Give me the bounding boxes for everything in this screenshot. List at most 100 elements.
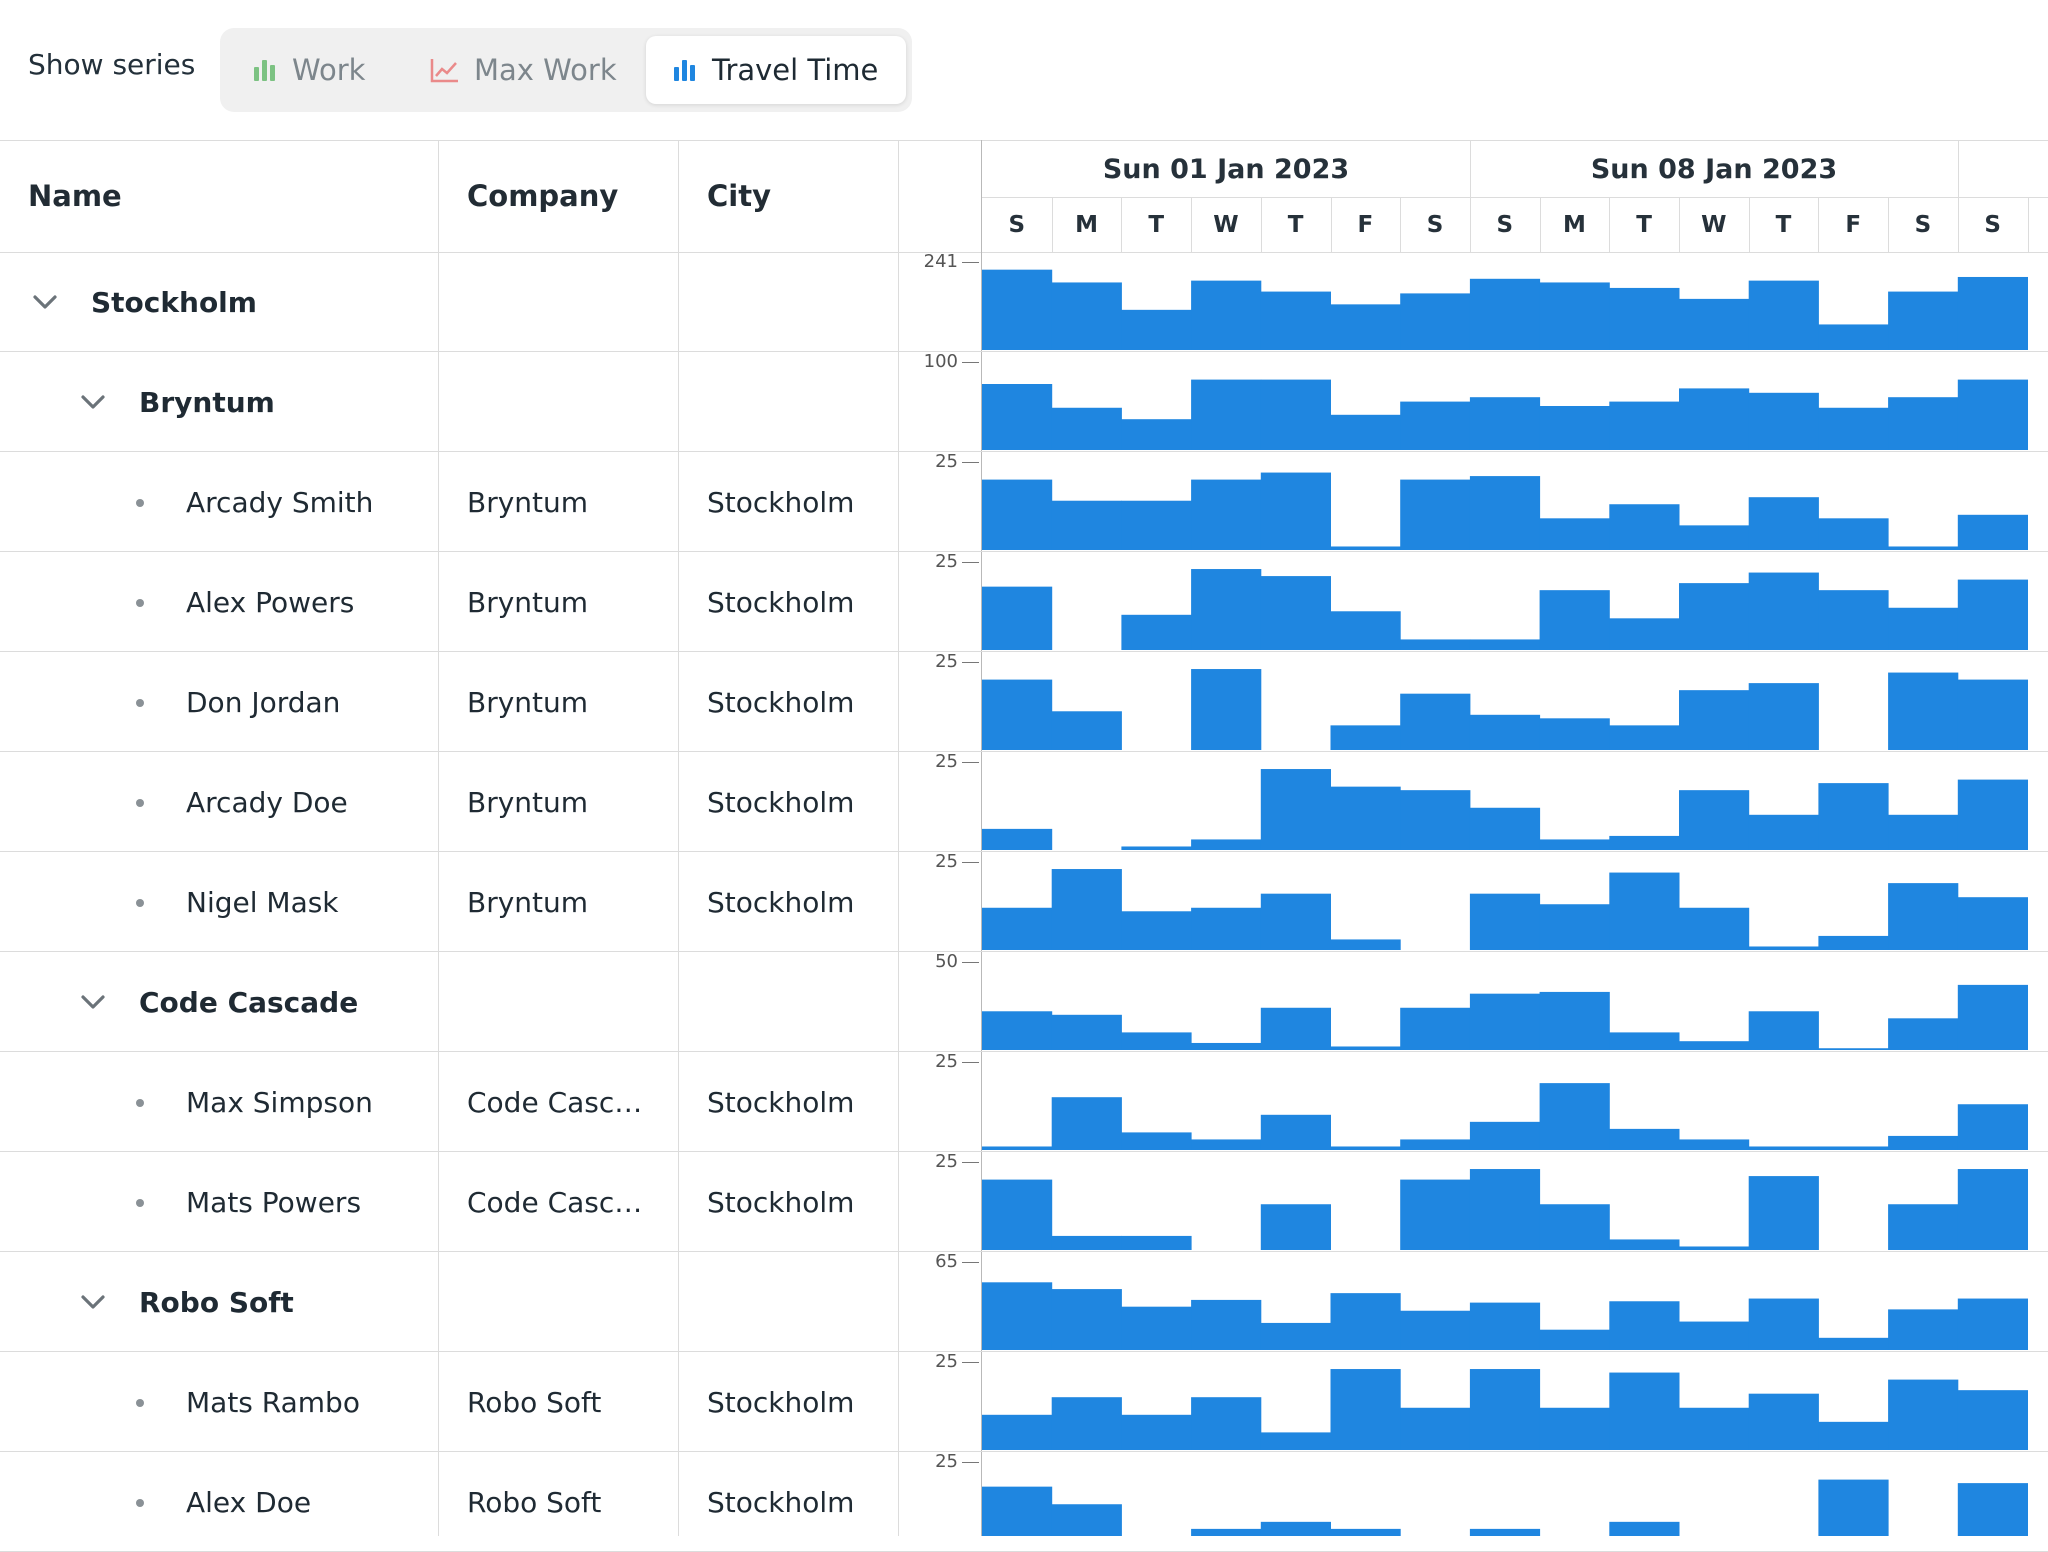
histogram-bar[interactable] [1191,839,1262,850]
series-button-max-work[interactable]: Max Work [430,36,617,104]
histogram-bar[interactable] [1191,1139,1262,1150]
histogram-bar[interactable] [1121,309,1192,350]
histogram-bar[interactable] [1400,479,1471,550]
histogram-bar[interactable] [1679,907,1750,950]
histogram-bar[interactable] [1121,1132,1192,1150]
histogram-bar[interactable] [1609,872,1680,950]
chevron-down-icon[interactable] [76,385,110,419]
chevron-down-icon[interactable] [28,285,62,319]
chevron-down-icon[interactable] [76,1285,110,1319]
histogram-bar[interactable] [1260,1204,1331,1250]
histogram-bar[interactable] [1469,1169,1541,1250]
series-button-work[interactable]: Work [252,36,365,104]
histogram-bar[interactable] [1260,576,1331,650]
histogram-bar[interactable] [1609,287,1680,350]
histogram-bar[interactable] [1539,406,1610,450]
histogram-bar[interactable] [1539,518,1610,550]
column-header-city[interactable]: City [707,179,771,213]
histogram-bar[interactable] [1400,401,1471,450]
histogram-bar[interactable] [1679,1407,1750,1450]
histogram-bar[interactable] [1191,379,1262,450]
histogram-bar[interactable] [1679,298,1750,350]
histogram-bar[interactable] [1330,1369,1401,1450]
histogram-bar[interactable] [1330,1528,1401,1536]
histogram-bar[interactable] [1957,514,2028,550]
resource-row[interactable]: Mats Powers Code Casc… Stockholm [0,1152,982,1252]
histogram-bar[interactable] [1679,1321,1750,1350]
histogram-bar[interactable] [1469,1121,1541,1150]
histogram-bar[interactable] [982,828,1053,850]
histogram-bar[interactable] [1888,1379,1959,1450]
histogram-bar[interactable] [1957,1104,2028,1150]
histogram-bar[interactable] [1748,497,1819,550]
histogram-bar[interactable] [1957,897,2028,950]
histogram-bar[interactable] [1679,1139,1750,1150]
histogram-bar[interactable] [1609,835,1680,850]
histogram-bar[interactable] [1330,414,1401,450]
histogram-bar[interactable] [1400,293,1471,350]
resource-row[interactable]: Nigel Mask Bryntum Stockholm [0,852,982,952]
histogram-bar[interactable] [1957,779,2028,850]
resource-row[interactable]: Don Jordan Bryntum Stockholm [0,652,982,752]
histogram-bar[interactable] [1609,1301,1680,1350]
histogram-bar[interactable] [1539,282,1610,350]
histogram-bar[interactable] [1609,1032,1680,1050]
histogram-bar[interactable] [1051,1097,1122,1150]
histogram-bar[interactable] [1260,893,1331,950]
group-row[interactable]: Stockholm [0,252,982,352]
histogram-bar[interactable] [1400,1179,1471,1250]
histogram-bar[interactable] [1330,786,1401,850]
histogram-bar[interactable] [1330,939,1401,950]
histogram-bar[interactable] [982,1486,1053,1536]
histogram-bar[interactable] [982,1146,1053,1150]
histogram-bar[interactable] [1818,783,1889,850]
histogram-bar[interactable] [1818,407,1889,450]
histogram-bar[interactable] [1400,693,1471,750]
histogram-bar[interactable] [1469,476,1541,550]
histogram-bar[interactable] [1191,1299,1262,1350]
histogram-bar[interactable] [1539,991,1610,1050]
histogram-bar[interactable] [1400,1139,1471,1150]
histogram-bar[interactable] [1679,388,1750,450]
histogram-bar[interactable] [1121,1414,1192,1450]
histogram-bar[interactable] [1609,401,1680,450]
histogram-bar[interactable] [1539,839,1610,850]
histogram-bar[interactable] [1818,1421,1889,1450]
histogram-bar[interactable] [1260,1322,1331,1350]
histogram-bar[interactable] [1469,1302,1541,1350]
histogram-bar[interactable] [1679,790,1750,850]
group-row[interactable]: Robo Soft [0,1252,982,1352]
histogram-bar[interactable] [1191,1042,1262,1050]
histogram-bar[interactable] [1679,1041,1750,1050]
histogram-bar[interactable] [1051,1397,1122,1450]
histogram-bar[interactable] [1051,1289,1122,1350]
resource-row[interactable]: Max Simpson Code Casc… Stockholm [0,1052,982,1152]
histogram-bar[interactable] [1679,525,1750,550]
histogram-bar[interactable] [1260,1432,1331,1450]
histogram-bar[interactable] [1957,379,2028,450]
histogram-bar[interactable] [982,1011,1053,1050]
histogram-bar[interactable] [982,1414,1053,1450]
histogram-bar[interactable] [1539,1083,1610,1150]
histogram-bar[interactable] [1679,1246,1750,1250]
histogram-bar[interactable] [1609,1128,1680,1150]
histogram-bar[interactable] [1609,1521,1680,1536]
histogram-bar[interactable] [1609,1239,1680,1250]
histogram-bar[interactable] [1400,1407,1471,1450]
group-row[interactable]: Bryntum [0,352,982,452]
histogram-bar[interactable] [1888,1204,1959,1250]
histogram-bar[interactable] [1260,769,1331,850]
histogram-bar[interactable] [1888,1309,1959,1350]
histogram-bar[interactable] [1888,883,1959,950]
histogram-bar[interactable] [982,679,1053,750]
histogram-bar[interactable] [1469,807,1541,850]
histogram-bar[interactable] [1121,1306,1192,1350]
histogram-bar[interactable] [1469,714,1541,750]
histogram-bar[interactable] [1121,614,1192,650]
histogram-bar[interactable] [1330,304,1401,350]
histogram-bar[interactable] [1957,984,2028,1050]
histogram-bar[interactable] [1957,579,2028,650]
histogram-bar[interactable] [1748,814,1819,850]
histogram-bar[interactable] [1330,725,1401,750]
histogram-bar[interactable] [1957,1298,2028,1350]
